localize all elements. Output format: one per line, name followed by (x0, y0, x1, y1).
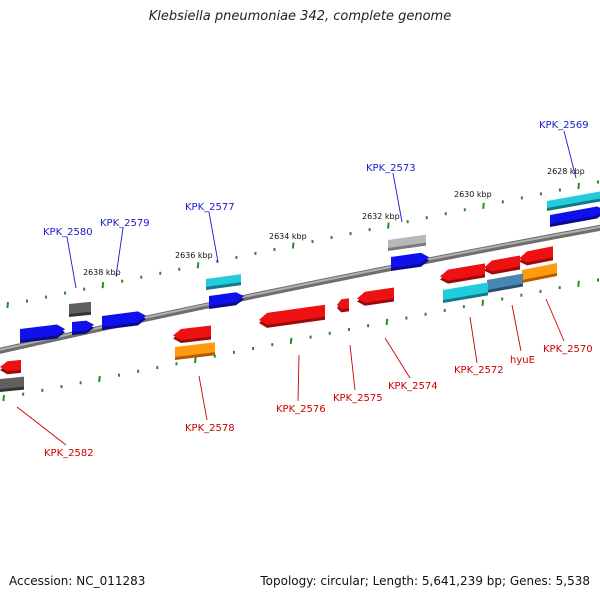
gene-hyue-red-body (484, 255, 520, 272)
leader-kpk2570 (545, 298, 565, 342)
gene-kpk2575[interactable] (337, 298, 349, 313)
gene-label-kpk2573[interactable]: KPK_2573 (366, 163, 416, 174)
gene-kpk2581-body (20, 324, 65, 340)
tick-inner-5 (98, 375, 101, 383)
tick-outer-20 (387, 222, 390, 229)
gene-kpk2571-body (519, 246, 553, 263)
leader-kpk2582 (16, 406, 67, 446)
gene-hyue-body (487, 273, 523, 290)
leader-kpk2577 (208, 211, 219, 263)
leader-kpk2576 (297, 354, 300, 402)
gene-kpk2573-grey[interactable] (388, 234, 426, 251)
gene-label-kpk2576[interactable]: KPK_2576 (276, 404, 326, 415)
gene-kpk2572-body (443, 282, 488, 300)
tick-inner-0 (2, 394, 5, 402)
gene-kpk2577-body (209, 292, 244, 306)
gene-kpk2569-light[interactable] (547, 190, 600, 211)
leader-kpk2569 (563, 130, 577, 179)
gene-label-kpk2572[interactable]: KPK_2572 (454, 365, 504, 376)
gene-label-kpk2582[interactable]: KPK_2582 (44, 448, 94, 459)
leader-hyue (511, 304, 522, 352)
gene-kpk2578-red[interactable] (173, 325, 211, 344)
gene-kpk2582-red[interactable] (0, 359, 21, 375)
scale-ticks-inner (2, 278, 599, 402)
leader-kpk2579 (115, 227, 124, 277)
scale-label-2630: 2630 kbp (454, 190, 492, 199)
gene-kpk2573-body (391, 252, 429, 268)
scale-label-2628: 2628 kbp (547, 167, 585, 176)
gene-kpk2582-body (0, 376, 24, 389)
tick-outer-25 (482, 202, 485, 209)
leader-kpk2574 (384, 337, 411, 379)
gene-kpk2577-light[interactable] (206, 274, 241, 290)
map-title: Klebsiella pneumoniae 342, complete geno… (148, 9, 452, 24)
gene-features (0, 190, 600, 392)
gene-kpk2577[interactable] (209, 292, 244, 309)
gene-kpk2580-grey-body (69, 301, 91, 314)
tick-inner-25 (481, 299, 485, 306)
genome-summary-text: Topology: circular; Length: 5,641,239 bp… (260, 574, 590, 588)
tick-outer-0 (6, 301, 9, 309)
leader-kpk2572 (469, 316, 478, 364)
gene-kpk2573[interactable] (391, 252, 429, 271)
gene-kpk2578[interactable] (175, 342, 215, 360)
gene-label-hyue[interactable]: hyuE (510, 355, 535, 366)
gene-kpk2576[interactable] (259, 304, 325, 328)
gene-kpk2579[interactable] (102, 311, 146, 330)
gene-kpk2581[interactable] (20, 324, 65, 343)
gene-kpk2578-red-body (173, 325, 211, 341)
tick-outer-30 (577, 182, 580, 190)
gene-label-kpk2574[interactable]: KPK_2574 (388, 381, 438, 392)
leader-kpk2575 (349, 344, 356, 391)
tick-outer-15 (291, 242, 295, 249)
accession-text: Accession: NC_011283 (9, 574, 146, 588)
gene-kpk2571[interactable] (519, 246, 553, 266)
gene-label-kpk2570[interactable]: KPK_2570 (543, 344, 593, 355)
gene-label-kpk2575[interactable]: KPK_2575 (333, 393, 383, 404)
tick-outer-5 (101, 282, 105, 289)
gene-label-kpk2577[interactable]: KPK_2577 (185, 202, 235, 213)
gene-label-kpk2580[interactable]: KPK_2580 (43, 227, 93, 238)
gene-kpk2579-body (102, 311, 146, 327)
gene-kpk2572-red[interactable] (440, 263, 485, 284)
gene-kpk2577-light-body (206, 274, 241, 287)
gene-kpk2570[interactable] (522, 263, 557, 283)
tick-outer-10 (196, 262, 200, 269)
gene-kpk2576-body (259, 304, 325, 325)
scale-label-2636: 2636 kbp (175, 251, 213, 260)
gene-label-kpk2579[interactable]: KPK_2579 (100, 218, 150, 229)
tick-inner-10 (194, 356, 197, 364)
gene-kpk2578-body (175, 342, 215, 357)
gene-kpk2580-body (72, 320, 94, 332)
gene-kpk2580[interactable] (72, 320, 94, 335)
gene-kpk2580-grey[interactable] (69, 301, 91, 317)
leader-kpk2578 (198, 375, 208, 421)
gene-kpk2569-light-body (547, 191, 600, 208)
scale-label-2634: 2634 kbp (269, 232, 307, 241)
scale-label-2638: 2638 kbp (83, 268, 121, 277)
gene-label-kpk2578[interactable]: KPK_2578 (185, 423, 235, 434)
gene-kpk2569[interactable] (550, 206, 600, 227)
gene-kpk2575-body (337, 298, 349, 310)
gene-kpk2569-body (550, 206, 600, 224)
gene-kpk2582-red-body (0, 359, 21, 372)
scale-label-2632: 2632 kbp (362, 212, 400, 221)
gene-kpk2574[interactable] (357, 287, 394, 306)
gene-kpk2572-red-body (440, 263, 485, 281)
gene-kpk2572[interactable] (443, 282, 488, 303)
gene-hyue-red[interactable] (484, 255, 520, 275)
tick-inner-20 (385, 318, 389, 325)
tick-inner-15 (289, 337, 293, 345)
genome-backbone (0, 224, 600, 354)
gene-kpk2573-grey-body (388, 234, 426, 248)
gene-hyue[interactable] (487, 273, 523, 293)
tick-inner-30 (577, 280, 580, 287)
gene-kpk2570-body (522, 263, 557, 280)
leader-kpk2580 (66, 236, 77, 289)
gene-label-kpk2569[interactable]: KPK_2569 (539, 120, 589, 131)
gene-kpk2582[interactable] (0, 376, 24, 392)
gene-kpk2574-body (357, 287, 394, 303)
leader-kpk2573 (392, 172, 403, 223)
